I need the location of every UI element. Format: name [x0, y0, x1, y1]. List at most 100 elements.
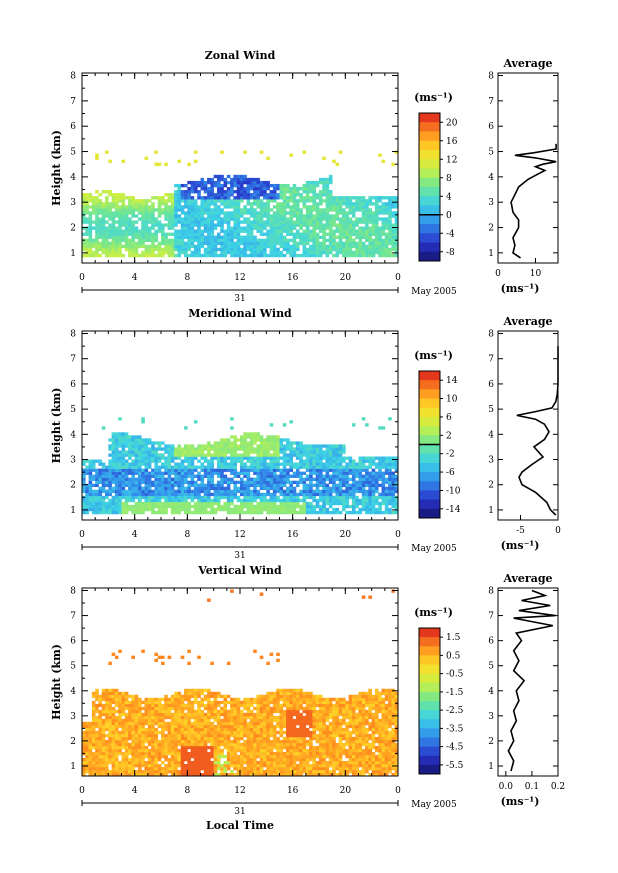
heatmap-cell	[190, 250, 195, 255]
heatmap-cell	[137, 202, 142, 206]
heatmap-cell	[121, 480, 126, 485]
heatmap-cell	[282, 183, 287, 188]
heatmap-cell	[378, 211, 382, 215]
heatmap-cell	[210, 229, 214, 233]
heatmap-cell	[197, 501, 201, 506]
heatmap-cell	[157, 504, 162, 509]
heatmap-cell	[167, 504, 172, 509]
heatmap-cell	[108, 691, 112, 696]
heatmap-cell	[200, 177, 205, 182]
heatmap-cell	[348, 220, 353, 224]
heatmap-cell	[147, 238, 152, 243]
heatmap-cell	[315, 462, 320, 466]
heatmap-cell	[197, 474, 201, 478]
heatmap-cell	[141, 202, 145, 206]
heatmap-cell	[151, 724, 155, 729]
heatmap-cell	[368, 232, 372, 236]
heatmap-cell	[295, 468, 300, 472]
heatmap-cell	[174, 691, 178, 696]
heatmap-cell	[157, 706, 162, 711]
heatmap-cell	[243, 462, 247, 466]
heatmap-cell	[177, 214, 182, 218]
heatmap-cell	[98, 247, 103, 252]
colorbar-segment	[419, 251, 440, 262]
heatmap-cell	[203, 465, 208, 469]
heatmap-cell	[322, 232, 326, 236]
heatmap-cell	[88, 721, 93, 726]
heatmap-cell	[259, 507, 264, 512]
heatmap-cell	[95, 253, 99, 258]
heatmap-cell	[154, 733, 159, 738]
heatmap-cell	[240, 498, 244, 503]
heatmap-cell	[82, 211, 86, 215]
heatmap-cell	[200, 465, 205, 469]
heatmap-cell	[292, 193, 297, 197]
heatmap-cell	[85, 253, 89, 258]
heatmap-cell	[114, 205, 119, 209]
heatmap-cell	[230, 498, 234, 503]
heatmap-cell	[328, 214, 333, 218]
heatmap-cell	[328, 190, 333, 194]
x-tick-label: 0	[395, 530, 401, 540]
heatmap-cell	[233, 489, 238, 494]
heatmap-cell	[299, 193, 303, 197]
heatmap-cell	[272, 214, 277, 218]
heatmap-cell	[95, 760, 99, 765]
heatmap-cell	[193, 250, 198, 255]
heatmap-cell	[121, 211, 126, 215]
heatmap-cell	[309, 474, 313, 478]
heatmap-cell	[216, 187, 221, 191]
heatmap-cell	[180, 250, 185, 255]
heatmap-cell	[154, 462, 159, 466]
heatmap-cell	[164, 700, 168, 705]
heatmap-cell	[151, 742, 155, 747]
heatmap-cell	[161, 453, 165, 457]
heatmap-cell	[85, 495, 89, 500]
heatmap-cell	[157, 751, 162, 756]
heatmap-cell	[82, 217, 86, 221]
heatmap-cell	[128, 456, 132, 460]
heatmap-cell	[98, 745, 103, 750]
heatmap-cell	[118, 501, 122, 506]
heatmap-cell	[137, 232, 142, 236]
heatmap-cell	[95, 510, 99, 515]
heatmap-cell	[240, 483, 244, 488]
heatmap-cell	[312, 190, 317, 194]
heatmap-cell	[289, 223, 293, 227]
colorbar-segment	[419, 177, 440, 188]
heatmap-cell	[263, 507, 267, 512]
heatmap-cell	[147, 438, 152, 442]
heatmap-cell	[282, 471, 287, 475]
x-tick-label: 12	[234, 530, 245, 540]
colorbar-segment	[419, 371, 440, 381]
heatmap-cell	[289, 492, 293, 497]
heatmap-cell	[263, 495, 267, 500]
heatmap-cell	[253, 199, 257, 203]
heatmap-cell	[272, 498, 277, 503]
heatmap-cell	[82, 772, 86, 777]
heatmap-cell	[170, 208, 175, 212]
heatmap-cell	[309, 199, 313, 203]
heatmap-cell	[134, 441, 139, 445]
heatmap-cell	[131, 459, 135, 463]
heatmap-cell	[180, 453, 185, 457]
heatmap-cell	[351, 501, 356, 506]
heatmap-cell	[348, 477, 353, 481]
heatmap-cell	[85, 736, 89, 741]
heatmap-cell	[309, 220, 313, 224]
heatmap-cell	[351, 253, 356, 258]
heatmap-cell	[121, 459, 126, 463]
heatmap-cell	[305, 180, 310, 185]
heatmap-cell	[174, 748, 178, 753]
heatmap-cell	[128, 196, 132, 200]
heatmap-cell	[147, 217, 152, 221]
x-tick-label: 16	[287, 273, 299, 283]
heatmap-cell	[328, 447, 333, 451]
heatmap-cell	[141, 420, 145, 424]
heatmap-cell	[128, 220, 132, 224]
heatmap-cell	[269, 214, 274, 218]
heatmap-cell	[118, 247, 122, 252]
heatmap-cell	[134, 763, 139, 768]
heatmap-cell	[154, 489, 159, 494]
heatmap-cell	[111, 205, 116, 209]
